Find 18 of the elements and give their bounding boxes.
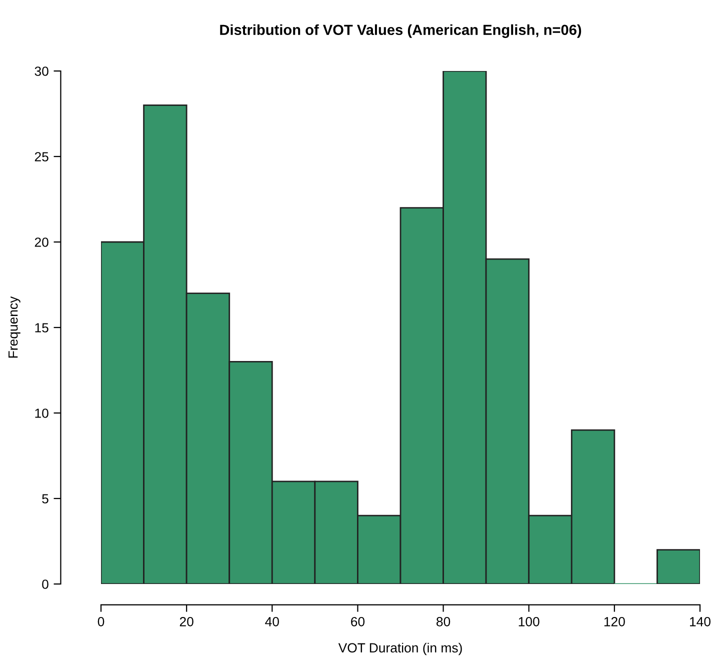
- x-tick-label: 120: [604, 616, 625, 626]
- x-tick-label: 40: [265, 616, 279, 626]
- y-tick-label: 10: [35, 408, 48, 418]
- y-tick-label: 20: [34, 238, 48, 247]
- x-tick-label: 140: [690, 616, 710, 626]
- x-tick-label: 100: [518, 616, 540, 626]
- x-tick-label: 20: [180, 616, 194, 626]
- y-axis-title: Frequency: [8, 296, 20, 358]
- x-axis-title: VOT Duration (in ms): [338, 642, 462, 656]
- y-tick-label: 0: [42, 580, 48, 589]
- y-tick-label: 25: [34, 152, 48, 162]
- y-tick-label: 5: [42, 494, 48, 504]
- chart-title: Distribution of VOT Values (American English, n=06): [220, 24, 582, 38]
- y-tick-label: 15: [35, 323, 48, 332]
- x-tick-label: 60: [351, 616, 365, 626]
- x-tick-label: 80: [436, 616, 450, 626]
- x-tick-label: 0: [98, 616, 104, 626]
- y-tick-label: 30: [34, 66, 48, 76]
